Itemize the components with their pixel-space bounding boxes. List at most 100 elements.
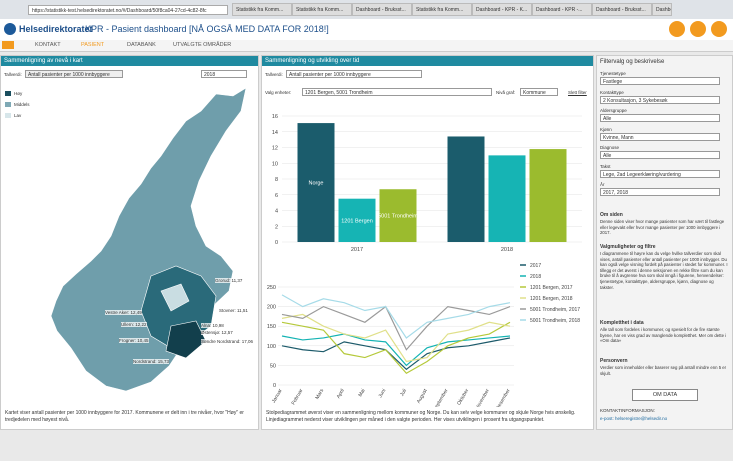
map-label: Alna: 10,98: [201, 323, 224, 328]
filter-label: Kontakttype: [600, 89, 624, 95]
browser-tab[interactable]: Dashboard - Bruksst...: [352, 3, 412, 16]
legend-swatch: [5, 113, 11, 118]
nav-tab[interactable]: DATABANK: [127, 42, 156, 48]
button[interactable]: OM DATA: [632, 389, 698, 401]
line-chart: 0 50 100 150 200 250 Januar Februar Mars April Mai…: [267, 263, 580, 407]
x-tick-label: 2018: [501, 247, 513, 253]
legend-label: Lav: [14, 113, 22, 118]
browser-tab[interactable]: Statistikk fra Komm...: [232, 3, 292, 16]
legend-label: Middels: [14, 102, 30, 107]
section-text: Verdier som inneholder eller baserer seg…: [600, 365, 727, 376]
dropdown[interactable]: 1201 Bergen, 5001 Trondheim: [302, 88, 492, 96]
icon-button[interactable]: [669, 21, 685, 37]
browser-tab[interactable]: Dashboard - KPR - K...: [472, 3, 532, 16]
caption: Stolpediagrammet øverst viser en sammenl…: [266, 410, 576, 423]
browser-tab[interactable]: Statistikk fra Komm...: [292, 3, 352, 16]
x-tick-label: 2017: [351, 247, 363, 253]
y-tick-label: 4: [275, 209, 278, 215]
map-label: Vestre Aker: 12,49: [105, 310, 142, 315]
url-bar[interactable]: https://statistikk-test.helsedirektorate…: [28, 5, 228, 15]
label: Tallverdi:: [265, 72, 283, 77]
clear-filter[interactable]: Slett filter: [568, 90, 587, 95]
line-series: [281, 337, 511, 371]
map-label: Ullern: 12,22: [121, 322, 147, 327]
section-heading: Valgmuligheter og filtre: [600, 244, 656, 250]
y-tick-label: 50: [270, 363, 276, 369]
filter-dropdown[interactable]: 2017, 2018: [600, 188, 720, 196]
filter-dropdown[interactable]: Fastlege: [600, 77, 720, 85]
x-tick-label: Oktober: [456, 388, 470, 407]
year-input[interactable]: 2018: [201, 70, 247, 78]
y-tick-label: 0: [275, 240, 278, 246]
section-text: Alle tall som fordeles i kommuner, og sp…: [600, 327, 727, 344]
bar-label: 5001 Trondheim: [378, 214, 418, 220]
nav: KONTAKT PASIENT DATABANK UTVALGTE OMRÅDER: [0, 40, 733, 52]
filter-label: Diagnose: [600, 145, 620, 150]
x-tick-label: Februar: [291, 388, 305, 406]
panel-title: Sammenligning og utvikling over tid: [262, 56, 593, 66]
label: Nivå graf:: [496, 90, 516, 95]
browser-tab[interactable]: Dashboard - KPR -...: [532, 3, 592, 16]
legend-label: 1201 Bergen, 2018: [530, 296, 573, 302]
icon-button[interactable]: [711, 21, 727, 37]
email: e-post: helseregistre@helsedir.no: [600, 416, 668, 421]
filter-dropdown[interactable]: Alle: [600, 114, 720, 122]
map-district: [165, 320, 207, 359]
x-tick-label: Juni: [378, 388, 388, 399]
y-tick-label: 12: [272, 146, 278, 152]
x-tick-label: Juli: [399, 388, 408, 398]
filter-dropdown[interactable]: 2 Konsultasjon, 3 Sykebesøk: [600, 95, 720, 104]
legend-label: 5001 Trondheim, 2017: [530, 307, 580, 313]
browser-tab[interactable]: Dashboard - Bruksst...: [592, 3, 652, 16]
nav-tab[interactable]: UTVALGTE OMRÅDER: [173, 42, 232, 48]
map-label: Nordstrand: 15,73: [133, 359, 170, 364]
x-tick-label: November: [474, 388, 491, 407]
line-series: [281, 321, 511, 375]
bar: [529, 149, 567, 242]
x-tick-label: Januar: [271, 388, 284, 405]
x-tick-label: September: [432, 388, 450, 407]
y-tick-label: 16: [272, 114, 278, 120]
dropdown[interactable]: Antall pasienter per 1000 innbyggere: [286, 70, 422, 78]
filter-label: Takst: [600, 163, 611, 169]
legend-label: 2017: [530, 263, 541, 269]
bar: [338, 198, 376, 242]
filter-label: Tjenestetype: [600, 71, 626, 76]
menu-button[interactable]: [2, 41, 14, 49]
legend-label: 2018: [530, 274, 541, 280]
compare-panel: Sammenligning og utvikling over tid Tall…: [261, 55, 594, 430]
panel-title: Sammenligning av nevå i kart: [1, 56, 258, 66]
bar-label: 1201 Bergen: [341, 218, 373, 224]
y-tick-label: 250: [267, 285, 276, 291]
browser-tab[interactable]: Statistikk fra Komm...: [412, 3, 472, 16]
x-tick-label: Mars: [314, 388, 325, 401]
caption: Kartet viser antall pasienter per 1000 i…: [5, 410, 244, 423]
filter-dropdown[interactable]: Lege, 2ad Legeerklæring/vurdering: [600, 169, 720, 178]
icon-button[interactable]: [690, 21, 706, 37]
filter-dropdown[interactable]: Alle: [600, 151, 720, 159]
y-tick-label: 6: [275, 193, 278, 199]
y-tick-label: 200: [267, 305, 276, 311]
nav-tab[interactable]: PASIENT: [81, 42, 105, 48]
filter-panel: Filtervalg og beskrivelse Tjenestetype Fa…: [596, 55, 733, 430]
bar: [488, 155, 526, 242]
x-tick-label: Mai: [357, 388, 366, 398]
dropdown[interactable]: Kommune: [520, 88, 558, 96]
label: Valg enheter:: [265, 90, 292, 95]
dropdown[interactable]: Antall pasienter per 1000 innbyggere: [25, 70, 123, 78]
contact-heading: KONTAKTINFORMASJON:: [600, 408, 655, 413]
line-series: [281, 294, 511, 339]
label: Tallverdi:: [4, 72, 22, 77]
map-norway: [50, 87, 247, 392]
browser-tab[interactable]: Dashboard - KPR -...: [652, 3, 672, 16]
filter-dropdown[interactable]: Kvinne, Mann: [600, 132, 720, 141]
line-series: [281, 305, 511, 351]
y-tick-label: 150: [267, 324, 276, 330]
bar: [379, 189, 417, 242]
y-tick-label: 2: [275, 224, 278, 230]
panel-title: Filtervalg og beskrivelse: [600, 59, 665, 65]
map-label: Østensjø: 12,57: [201, 330, 233, 335]
nav-tab[interactable]: KONTAKT: [35, 42, 61, 48]
logo: [4, 23, 16, 35]
